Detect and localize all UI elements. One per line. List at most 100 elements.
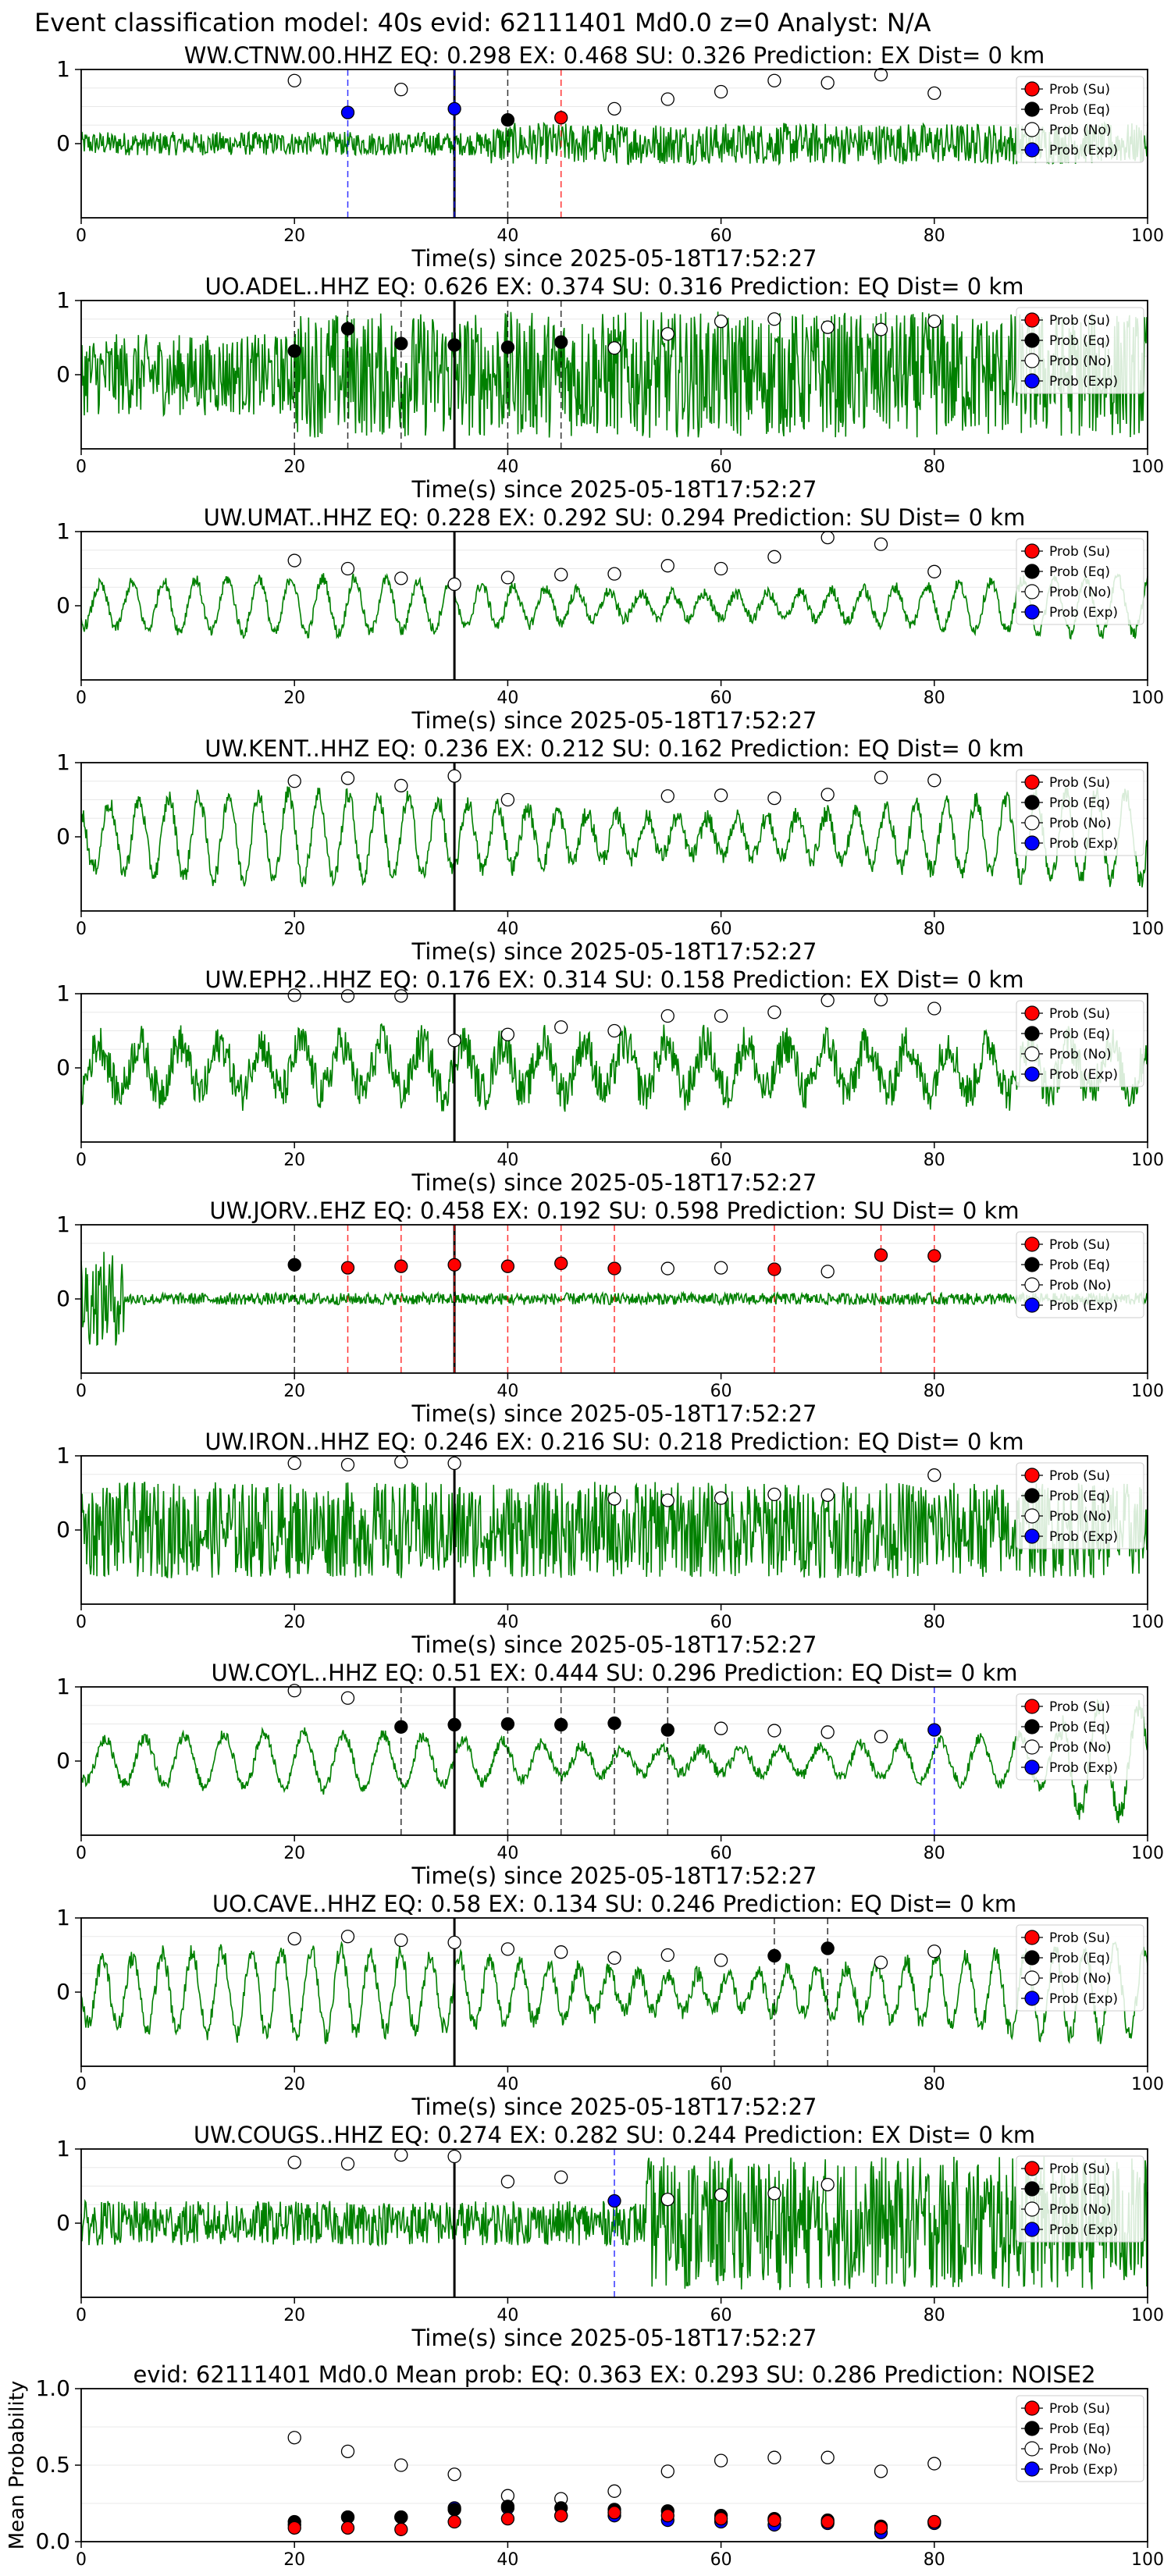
x-tick-label: 80: [924, 1382, 945, 1401]
mean-prob-point-no: [287, 2431, 301, 2445]
legend-label-su: Prob (Su): [1049, 544, 1110, 560]
prob-point-no: [607, 567, 621, 581]
panel-title: UO.CAVE..HHZ EQ: 0.58 EX: 0.134 SU: 0.24…: [212, 1891, 1016, 1917]
x-tick-label: 80: [924, 2550, 945, 2570]
x-tick-label: 40: [497, 2550, 518, 2570]
legend-marker-exp: [1024, 1297, 1040, 1313]
legend-label-no: Prob (No): [1049, 816, 1112, 831]
station-panel-3: UW.UMAT..HHZ EQ: 0.228 EX: 0.292 SU: 0.2…: [56, 504, 1164, 734]
panel-title: UW.UMAT..HHZ EQ: 0.228 EX: 0.292 SU: 0.2…: [204, 504, 1026, 531]
prob-point-eq: [554, 1717, 568, 1732]
legend-label-su: Prob (Su): [1049, 775, 1110, 791]
legend-box: [1016, 769, 1144, 856]
x-tick-label: 40: [497, 920, 518, 939]
legend-label-eq: Prob (Eq): [1049, 333, 1110, 349]
mean-prob-point-su: [554, 2509, 568, 2523]
x-tick-label: 80: [924, 1151, 945, 1170]
legend-marker-su: [1024, 81, 1040, 97]
prob-point-no: [820, 530, 835, 545]
x-tick-label: 80: [924, 2306, 945, 2325]
x-tick-label: 100: [1131, 1151, 1164, 1170]
x-tick-label: 60: [710, 920, 732, 939]
legend-marker-eq: [1024, 795, 1040, 810]
prob-point-no: [340, 561, 355, 576]
prob-point-no: [394, 571, 408, 585]
prob-point-su: [767, 1262, 781, 1276]
x-axis-label: Time(s) since 2025-05-18T17:52:27: [411, 1169, 817, 1196]
prob-point-no: [660, 1009, 674, 1023]
x-axis-label: Time(s) since 2025-05-18T17:52:27: [411, 1863, 817, 1889]
legend-marker-eq: [1024, 333, 1040, 348]
x-tick-label: 0: [76, 1613, 87, 1632]
x-tick-label: 60: [710, 2306, 732, 2325]
prob-point-exp: [607, 2194, 621, 2208]
prob-point-eq: [287, 343, 301, 358]
legend-marker-exp: [1024, 2461, 1040, 2477]
prob-point-no: [874, 68, 888, 82]
prob-point-su: [874, 1248, 888, 1262]
x-tick-label: 60: [710, 1613, 732, 1632]
legend-label-su: Prob (Su): [1049, 2401, 1110, 2417]
prob-point-no: [660, 1261, 674, 1276]
legend-marker-su: [1024, 312, 1040, 328]
legend-marker-exp: [1024, 1759, 1040, 1775]
x-tick-label: 60: [710, 226, 732, 246]
legend-marker-no: [1024, 1970, 1040, 1986]
legend-marker-su: [1024, 1236, 1040, 1252]
x-tick-label: 100: [1131, 457, 1164, 477]
prob-point-no: [767, 73, 781, 87]
y-tick-label: 1: [56, 1443, 70, 1468]
mean-prob-point-su: [500, 2511, 515, 2526]
x-tick-label: 0: [76, 2550, 87, 2570]
legend-box: [1016, 307, 1144, 394]
legend-marker-su: [1024, 1930, 1040, 1945]
x-tick-label: 0: [76, 226, 87, 246]
prob-point-exp: [927, 1723, 941, 1737]
x-tick-label: 40: [497, 1382, 518, 1401]
x-tick-label: 20: [283, 2306, 305, 2325]
legend-label-exp: Prob (Exp): [1049, 143, 1118, 158]
legend-marker-no: [1024, 815, 1040, 831]
station-panel-2: UO.ADEL..HHZ EQ: 0.626 EX: 0.374 SU: 0.3…: [56, 273, 1164, 503]
y-tick-label: 1: [56, 980, 70, 1006]
x-tick-label: 20: [283, 457, 305, 477]
prob-point-eq: [447, 1717, 461, 1732]
legend-marker-exp: [1024, 604, 1040, 620]
prob-point-no: [447, 769, 461, 783]
mean-prob-point-no: [447, 2467, 461, 2482]
panel-title: evid: 62111401 Md0.0 Mean prob: EQ: 0.36…: [133, 2361, 1095, 2388]
prob-point-no: [660, 327, 674, 341]
prob-point-no: [287, 73, 301, 87]
mean-prob-point-eq: [394, 2510, 408, 2524]
legend-marker-su: [1024, 1699, 1040, 1714]
legend-label-exp: Prob (Exp): [1049, 1529, 1118, 1545]
prob-point-no: [767, 1487, 781, 1502]
prob-point-no: [607, 1023, 621, 1038]
legend-marker-no: [1024, 353, 1040, 368]
legend-label-no: Prob (No): [1049, 1509, 1112, 1525]
legend-label-su: Prob (Su): [1049, 1699, 1110, 1715]
prob-point-no: [554, 1945, 568, 1959]
waveform-trace: [80, 785, 1148, 888]
mean-prob-point-su: [447, 2514, 461, 2529]
x-tick-label: 80: [924, 1844, 945, 1863]
prob-point-no: [340, 989, 355, 1003]
legend-label-exp: Prob (Exp): [1049, 836, 1118, 852]
x-tick-label: 100: [1131, 2306, 1164, 2325]
prob-point-no: [927, 1468, 941, 1482]
x-tick-label: 40: [497, 688, 518, 708]
mean-prob-point-su: [820, 2514, 835, 2529]
legend-label-exp: Prob (Exp): [1049, 605, 1118, 621]
x-tick-label: 40: [497, 457, 518, 477]
panel-title: UW.KENT..HHZ EQ: 0.236 EX: 0.212 SU: 0.1…: [205, 735, 1023, 762]
prob-point-no: [714, 2188, 728, 2202]
panel-title: UW.COYL..HHZ EQ: 0.51 EX: 0.444 SU: 0.29…: [211, 1660, 1017, 1686]
prob-point-no: [874, 1955, 888, 1969]
prob-point-no: [500, 571, 515, 585]
legend-marker-no: [1024, 1046, 1040, 1062]
prob-point-no: [447, 577, 461, 592]
panel-title: UW.EPH2..HHZ EQ: 0.176 EX: 0.314 SU: 0.1…: [205, 966, 1023, 993]
legend-marker-su: [1024, 2161, 1040, 2176]
legend-label-no: Prob (No): [1049, 585, 1112, 600]
legend-label-eq: Prob (Eq): [1049, 2421, 1110, 2437]
